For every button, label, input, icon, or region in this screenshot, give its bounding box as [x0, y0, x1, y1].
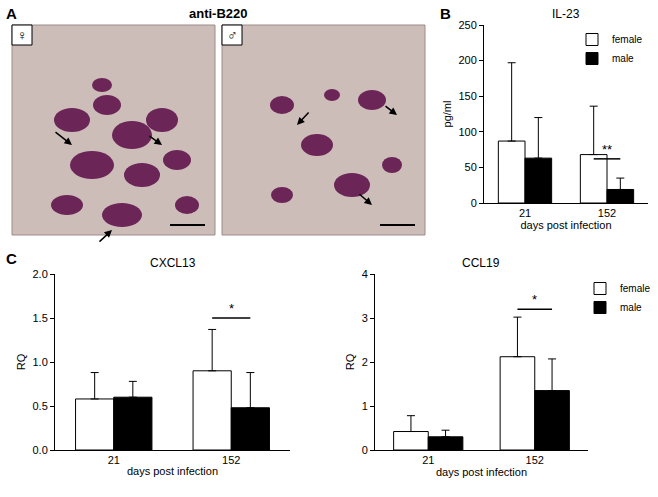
svg-text:2.0: 2.0 [33, 268, 48, 280]
svg-text:RQ: RQ [344, 353, 356, 370]
svg-text:CCL19: CCL19 [462, 256, 500, 270]
svg-text:1.0: 1.0 [33, 356, 48, 368]
svg-text:0.5: 0.5 [33, 400, 48, 412]
svg-text:2: 2 [362, 356, 368, 368]
svg-text:21: 21 [422, 454, 434, 466]
svg-text:male: male [612, 53, 634, 64]
svg-text:♀: ♀ [17, 27, 28, 43]
svg-text:152: 152 [598, 207, 616, 219]
svg-text:days post infection: days post infection [436, 466, 527, 478]
svg-text:4: 4 [362, 268, 368, 280]
svg-text:IL-23: IL-23 [552, 7, 580, 21]
svg-text:0.0: 0.0 [33, 444, 48, 456]
svg-text:1: 1 [362, 400, 368, 412]
svg-text:250: 250 [458, 19, 476, 31]
svg-text:days post infection: days post infection [520, 219, 611, 231]
svg-text:0: 0 [362, 444, 368, 456]
svg-text:21: 21 [519, 207, 531, 219]
svg-text:CXCL13: CXCL13 [150, 256, 196, 270]
svg-text:C: C [6, 250, 17, 267]
svg-text:♂: ♂ [227, 27, 238, 43]
svg-text:100: 100 [458, 126, 476, 138]
svg-text:A: A [6, 5, 17, 22]
svg-text:RQ: RQ [15, 353, 27, 370]
svg-text:B: B [440, 5, 451, 22]
svg-text:male: male [620, 302, 642, 313]
svg-text:152: 152 [526, 454, 544, 466]
svg-text:**: ** [602, 142, 612, 157]
svg-text:*: * [229, 301, 234, 316]
svg-text:*: * [532, 292, 537, 307]
svg-text:0: 0 [471, 197, 477, 209]
svg-text:21: 21 [108, 454, 120, 466]
svg-text:50: 50 [465, 161, 477, 173]
svg-text:3: 3 [362, 312, 368, 324]
svg-text:200: 200 [458, 54, 476, 66]
svg-text:152: 152 [222, 454, 240, 466]
svg-text:anti-B220: anti-B220 [189, 6, 248, 21]
svg-text:days post infection: days post infection [127, 465, 218, 477]
svg-text:1.5: 1.5 [33, 312, 48, 324]
svg-text:female: female [612, 34, 642, 45]
svg-text:150: 150 [458, 90, 476, 102]
svg-text:female: female [620, 283, 650, 294]
svg-text:pg/ml: pg/ml [441, 101, 453, 128]
